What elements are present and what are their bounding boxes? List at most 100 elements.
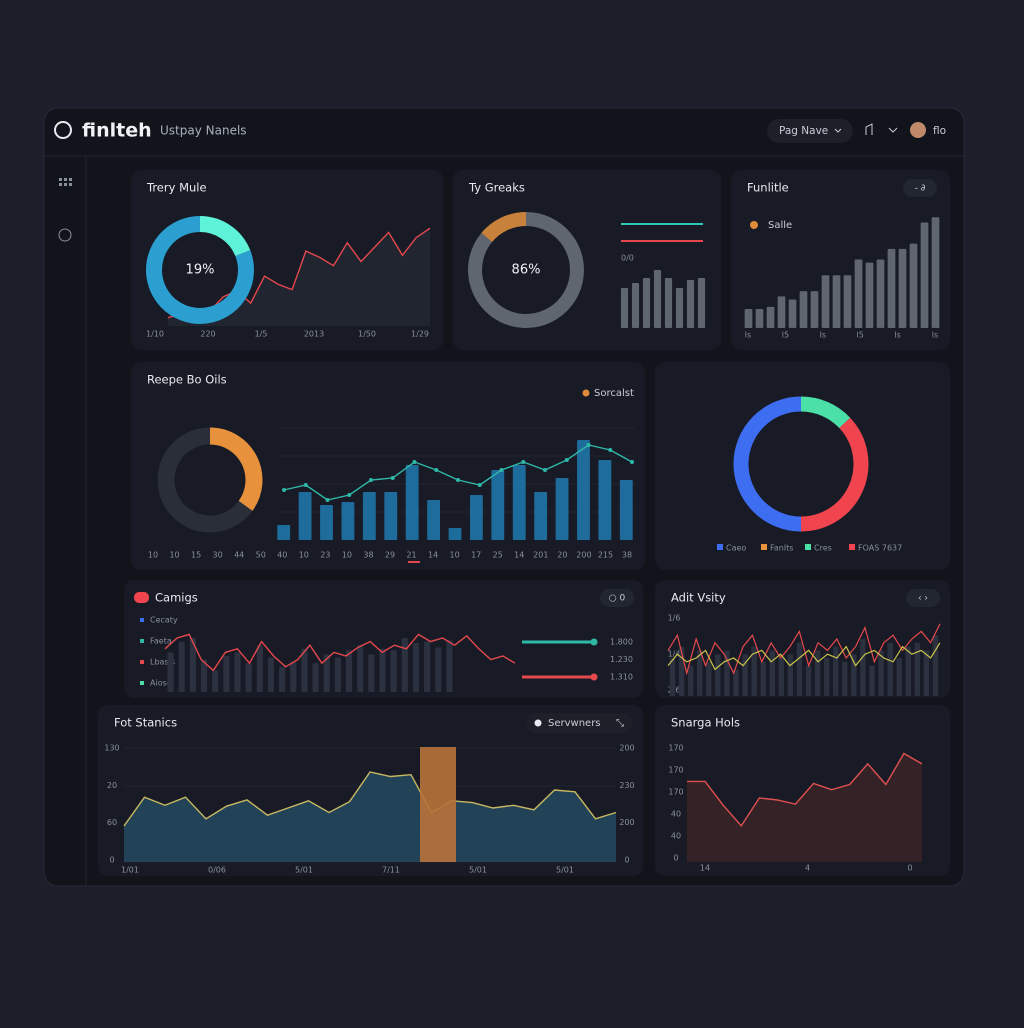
bar xyxy=(842,661,848,696)
bar xyxy=(833,646,839,696)
avatar[interactable] xyxy=(910,122,926,138)
slider-knob[interactable] xyxy=(590,638,598,646)
axis-label: 1/50 xyxy=(358,330,376,339)
axis-label: 20 xyxy=(107,781,117,790)
bar xyxy=(920,222,929,328)
bar xyxy=(805,665,812,696)
bar xyxy=(178,641,185,692)
panel-title: Adit Vsity xyxy=(671,591,726,605)
point xyxy=(282,488,286,492)
button-label[interactable]: Servwners xyxy=(548,718,601,729)
bar xyxy=(555,478,569,540)
button[interactable] xyxy=(903,179,937,197)
bar xyxy=(869,665,875,696)
axis-label: ls xyxy=(932,331,938,340)
bar xyxy=(854,259,863,328)
nav-link[interactable]: Ustpay Nanels xyxy=(160,124,247,138)
bar xyxy=(896,658,902,696)
axis-label: 200 xyxy=(619,818,634,827)
bar xyxy=(427,500,441,540)
bar xyxy=(379,648,386,692)
bar xyxy=(788,299,797,328)
bar xyxy=(887,642,893,696)
legend-swatch xyxy=(140,660,144,664)
bar xyxy=(686,280,695,328)
legend-label: Faeta xyxy=(150,637,172,646)
bar xyxy=(642,278,651,328)
bar xyxy=(491,470,505,540)
axis-label: 60 xyxy=(107,818,117,827)
bar xyxy=(724,650,730,696)
button[interactable] xyxy=(526,713,632,733)
bar xyxy=(876,259,885,328)
line xyxy=(687,752,923,827)
point xyxy=(499,468,504,472)
axis-label: 10 xyxy=(299,551,309,560)
axis-label: 230 xyxy=(619,781,634,790)
donut-segment xyxy=(733,396,802,532)
panel xyxy=(655,362,950,570)
bar xyxy=(905,646,911,696)
bar xyxy=(760,661,766,696)
bar xyxy=(766,306,775,328)
side-icon[interactable] xyxy=(58,228,72,242)
slider-knob[interactable] xyxy=(590,673,598,681)
bar xyxy=(697,650,703,696)
button[interactable] xyxy=(906,589,940,607)
menu-label[interactable]: Pag Nave xyxy=(779,125,828,137)
user-name[interactable]: flo xyxy=(933,125,946,137)
bar xyxy=(697,278,706,328)
bar xyxy=(664,278,673,328)
slider-value: 1.230 xyxy=(610,655,633,664)
axis-label: 10 xyxy=(169,551,179,560)
bell-icon[interactable] xyxy=(865,123,873,135)
bar xyxy=(675,288,684,328)
bar xyxy=(412,643,420,692)
donut-value xyxy=(209,427,263,511)
panel-title: Funlitle xyxy=(747,181,789,195)
donut-segment xyxy=(800,396,851,429)
chevron[interactable] xyxy=(888,127,898,133)
bar xyxy=(619,480,633,540)
bar xyxy=(687,665,694,696)
button-label[interactable]: ○ 0 xyxy=(609,594,626,604)
bar xyxy=(435,647,442,692)
axis-label: 14 xyxy=(700,864,710,873)
axis-label: l5 xyxy=(857,331,864,340)
axis-label: 220 xyxy=(200,330,215,339)
bar xyxy=(669,658,676,696)
button-icon[interactable]: ⤡ xyxy=(616,718,624,729)
bar xyxy=(357,645,364,692)
axis-label: 10 xyxy=(148,551,158,560)
axis-label: 1/6 xyxy=(668,614,681,623)
bar xyxy=(914,642,921,696)
axis-label: 17 xyxy=(471,551,481,560)
menu-button[interactable] xyxy=(767,119,853,143)
point xyxy=(325,498,330,502)
button-dot xyxy=(534,719,542,727)
grid-icon[interactable] xyxy=(59,178,72,186)
axis-label: 1/10 xyxy=(146,330,164,339)
axis-label: 0/06 xyxy=(208,866,226,875)
button[interactable] xyxy=(600,589,634,607)
axis-label: 0 xyxy=(624,856,629,865)
axis-label: 20 xyxy=(557,551,567,560)
small-label: 0/0 xyxy=(621,254,634,263)
bar xyxy=(814,650,821,696)
bar xyxy=(334,657,341,692)
bar xyxy=(744,309,753,328)
axis-label: 0 xyxy=(907,864,912,873)
legend-swatch xyxy=(140,681,144,685)
panel-title: Trery Mule xyxy=(146,181,207,195)
point xyxy=(630,460,634,464)
legend-swatch xyxy=(849,544,855,550)
button-label[interactable]: ‹ › xyxy=(918,594,928,604)
axis-label: 14 xyxy=(514,551,524,560)
bar xyxy=(446,640,453,692)
button-label[interactable]: - ∂ xyxy=(915,184,926,194)
bar xyxy=(512,465,526,540)
line xyxy=(123,771,617,827)
axis-label: 44 xyxy=(234,551,244,560)
point xyxy=(521,460,526,464)
axis-label: 170 xyxy=(668,744,683,753)
